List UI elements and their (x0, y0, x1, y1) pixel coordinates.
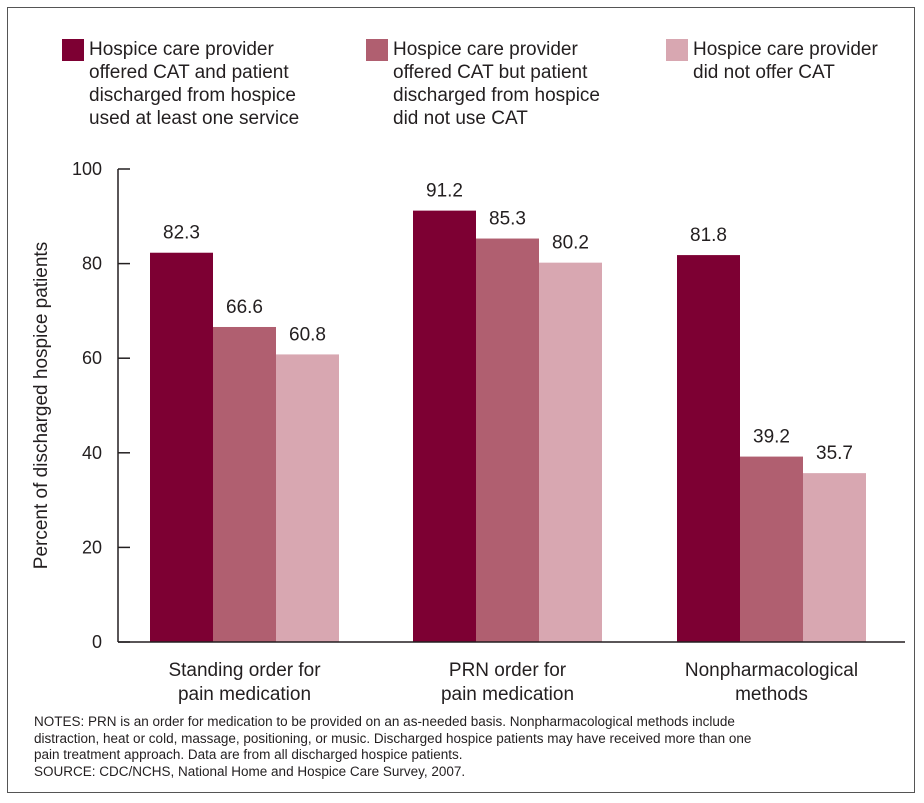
x-category-label: Standing order for (168, 660, 321, 681)
bar-value-label: 66.6 (226, 297, 263, 318)
bar-value-label: 39.2 (753, 427, 790, 448)
legend-swatch-not-offered-cat (666, 39, 688, 61)
legend-label-line: did not use CAT (393, 108, 528, 129)
y-tick-label: 60 (82, 348, 102, 368)
bar (803, 473, 866, 642)
legend-label-line: offered CAT and patient (89, 62, 289, 83)
y-tick-label: 80 (82, 254, 102, 274)
bar (677, 255, 740, 642)
chart-frame (7, 7, 915, 793)
bar-value-label: 60.8 (289, 324, 326, 345)
legend-item-offered-cat-not-used: Hospice care provider offered CAT but pa… (366, 38, 633, 130)
x-category-label: pain medication (178, 684, 311, 705)
legend-label-offered-cat-not-used: Hospice care provider offered CAT but pa… (393, 38, 633, 130)
x-category-label: methods (735, 684, 808, 705)
legend-label-line: Hospice care provider (393, 39, 578, 60)
legend-label-offered-cat-used: Hospice care provider offered CAT and pa… (89, 38, 329, 130)
y-tick-label: 0 (92, 632, 102, 652)
bar-value-label: 85.3 (489, 209, 526, 230)
bar-chart: 82.3 91.2 81.8 66.6 85.3 39.2 60.8 80.2 35.7 0 20 4… (31, 159, 905, 705)
legend-label-line: did not offer CAT (693, 62, 835, 83)
bar (539, 262, 602, 642)
legend-label-line: discharged from hospice (393, 85, 600, 106)
x-category-label: PRN order for (449, 660, 567, 681)
legend-swatch-offered-cat-used (62, 39, 84, 61)
bar (213, 326, 276, 642)
x-category-label: pain medication (441, 684, 574, 705)
legend-label-line: offered CAT but patient (393, 62, 588, 83)
source-line: SOURCE: CDC/NCHS, National Home and Hosp… (34, 763, 466, 779)
bar-value-label: 91.2 (426, 181, 463, 202)
y-tick-label: 40 (82, 443, 102, 463)
legend-item-not-offered-cat: Hospice care provider did not offer CAT (666, 38, 924, 84)
bar-value-label: 81.8 (690, 225, 727, 246)
bar-value-label: 82.3 (163, 223, 200, 244)
bar-value-label: 80.2 (552, 233, 589, 254)
legend-label-not-offered-cat: Hospice care provider did not offer CAT (693, 38, 924, 84)
chart-notes: NOTES: PRN is an order for medication to… (34, 714, 904, 780)
y-axis-title: Percent of discharged hospice patients (31, 242, 52, 569)
notes-line: pain treatment approach. Data are from a… (34, 747, 463, 762)
notes-line: NOTES: PRN is an order for medication to… (34, 714, 735, 729)
legend-label-line: Hospice care provider (693, 39, 878, 60)
bar (413, 210, 476, 642)
legend-label-line: Hospice care provider (89, 39, 274, 60)
y-tick-label: 20 (82, 537, 102, 557)
bar (476, 238, 539, 642)
bar (150, 252, 213, 642)
legend-label-line: used at least one service (89, 108, 300, 129)
y-tick-label: 100 (72, 159, 102, 179)
x-category-label: Nonpharmacological (685, 660, 858, 681)
bar (276, 354, 339, 642)
legend-label-line: discharged from hospice (89, 85, 296, 106)
legend-item-offered-cat-used: Hospice care provider offered CAT and pa… (62, 38, 329, 130)
notes-line: distraction, heat or cold, massage, posi… (34, 730, 752, 746)
legend-swatch-offered-cat-not-used (366, 39, 388, 61)
bar-value-label: 35.7 (816, 443, 853, 464)
bar (740, 456, 803, 642)
